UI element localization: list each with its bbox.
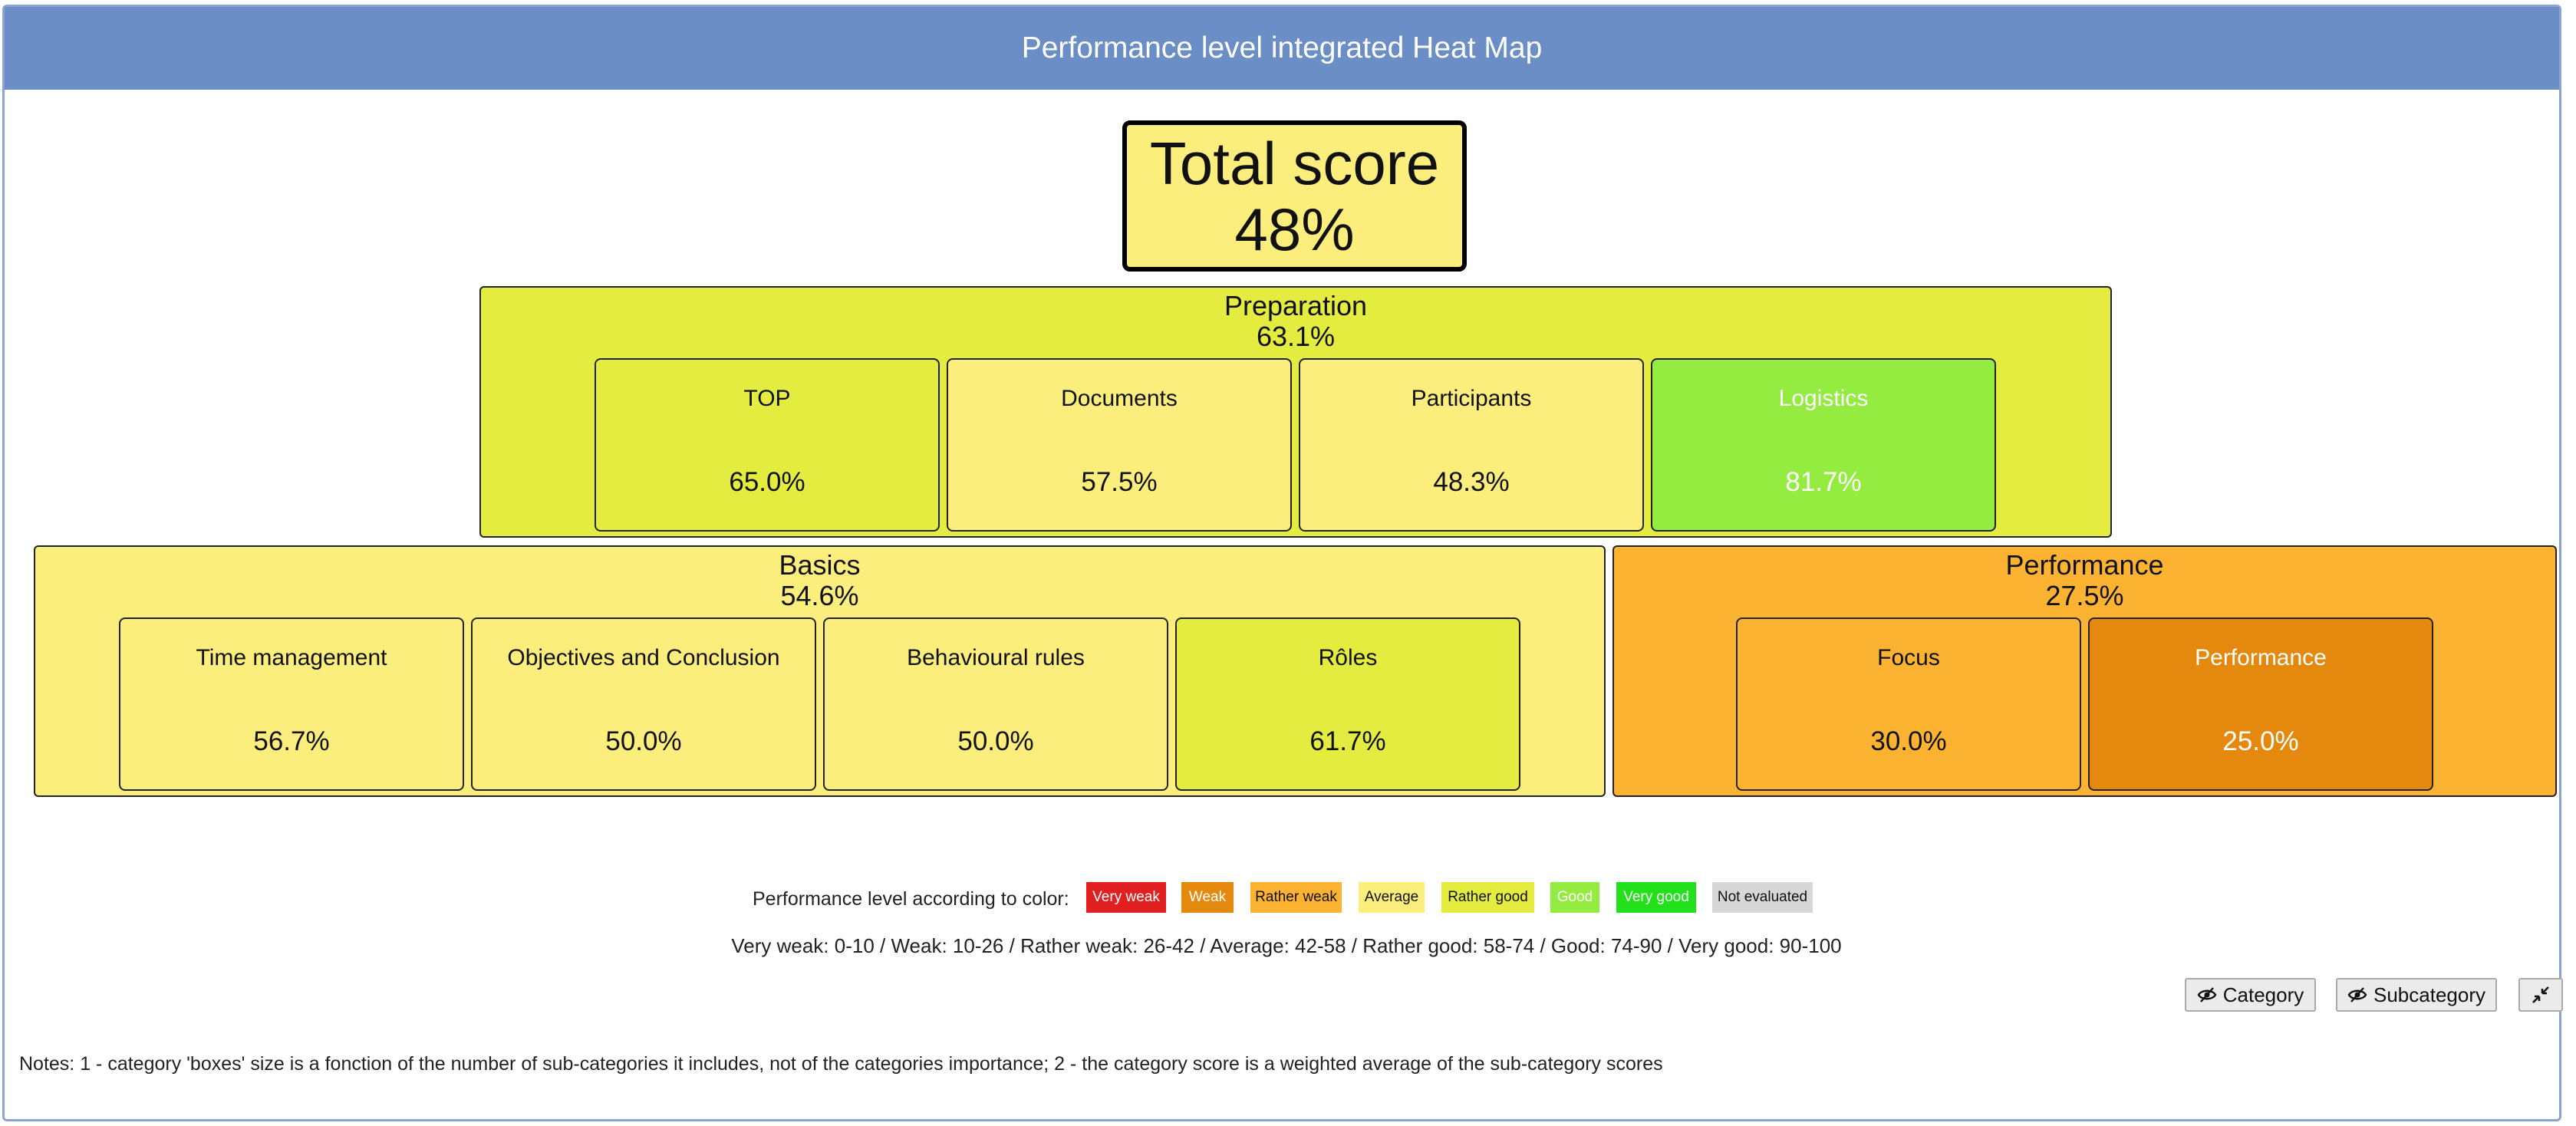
subcategory-score: 30.0% — [1870, 726, 1947, 756]
subcategory-participants[interactable]: Participants 48.3% — [1299, 358, 1644, 532]
toggle-category-label: Category — [2222, 983, 2304, 1006]
color-legend: Performance level according to color: Ve… — [0, 881, 2576, 916]
subcategory-score: 57.5% — [1081, 467, 1158, 497]
subcategory-name: Focus — [1877, 645, 1940, 670]
category-score: 63.1% — [1256, 321, 1336, 352]
category-name: Preparation — [1224, 290, 1368, 321]
category-name: Performance — [2005, 549, 2164, 581]
legend-chip-not-evaluated: Not evaluated — [1712, 882, 1813, 913]
compress-icon — [2532, 986, 2549, 1003]
subcategory-score: 50.0% — [957, 726, 1034, 756]
subcategory-top[interactable]: TOP 65.0% — [595, 358, 940, 532]
subcategory-name: Participants — [1411, 386, 1532, 411]
subcategory-behavioural-rules[interactable]: Behavioural rules 50.0% — [823, 617, 1168, 791]
subcategory-focus[interactable]: Focus 30.0% — [1736, 617, 2081, 791]
subcategory-logistics[interactable]: Logistics 81.7% — [1651, 358, 1996, 532]
subcategory-documents[interactable]: Documents 57.5% — [947, 358, 1292, 532]
toggle-subcategory-button[interactable]: Subcategory — [2336, 978, 2497, 1012]
legend-chip-very-good: Very good — [1616, 882, 1696, 913]
subcategory-roles[interactable]: Rôles 61.7% — [1175, 617, 1520, 791]
subcategory-name: TOP — [743, 386, 791, 411]
total-score-box: Total score 48% — [1122, 120, 1467, 272]
category-score: 54.6% — [780, 580, 859, 611]
legend-chip-good: Good — [1550, 882, 1599, 913]
subcategory-score: 56.7% — [253, 726, 330, 756]
total-score-value: 48% — [1234, 195, 1355, 263]
panel-title: Performance level integrated Heat Map — [1021, 31, 1543, 64]
subcategory-objectives-and-conclusion[interactable]: Objectives and Conclusion 50.0% — [471, 617, 816, 791]
notes-text: Notes: 1 - category 'boxes' size is a fo… — [19, 1053, 1663, 1075]
legend-chip-rather-good: Rather good — [1441, 882, 1534, 913]
total-score-label: Total score — [1149, 129, 1440, 197]
subcategory-name: Performance — [2195, 645, 2327, 670]
legend-ranges-text: Very weak: 0-10 / Weak: 10-26 / Rather w… — [731, 934, 1842, 957]
subcategory-name: Time management — [196, 645, 387, 670]
toggle-category-button[interactable]: Category — [2185, 978, 2316, 1012]
subcategory-score: 65.0% — [729, 467, 805, 497]
legend-chip-rather-weak: Rather weak — [1250, 882, 1342, 913]
collapse-button[interactable] — [2518, 978, 2563, 1012]
subcategory-name: Documents — [1061, 386, 1178, 411]
legend-ranges: Very weak: 0-10 / Weak: 10-26 / Rather w… — [0, 934, 2576, 958]
subcategory-score: 48.3% — [1433, 467, 1510, 497]
toggle-subcategory-label: Subcategory — [2373, 983, 2485, 1006]
legend-chip-weak: Weak — [1181, 882, 1234, 913]
subcategory-name: Logistics — [1778, 386, 1869, 411]
category-name: Basics — [779, 549, 861, 581]
subcategory-name: Behavioural rules — [907, 645, 1085, 670]
legend-chip-very-weak: Very weak — [1086, 882, 1166, 913]
subcategory-name: Rôles — [1318, 645, 1378, 670]
panel-header: Performance level integrated Heat Map — [5, 7, 2559, 90]
legend-label: Performance level according to color: — [753, 888, 1069, 910]
category-score: 27.5% — [2045, 580, 2124, 611]
subcategory-name: Objectives and Conclusion — [507, 645, 780, 670]
subcategory-score: 81.7% — [1785, 467, 1862, 497]
eye-slash-icon — [2347, 987, 2367, 1003]
subcategory-score: 25.0% — [2222, 726, 2299, 756]
subcategory-score: 61.7% — [1309, 726, 1386, 756]
legend-chip-average: Average — [1359, 882, 1425, 913]
eye-slash-icon — [2197, 987, 2217, 1003]
subcategory-performance[interactable]: Performance 25.0% — [2088, 617, 2433, 791]
subcategory-score: 50.0% — [605, 726, 682, 756]
subcategory-time-management[interactable]: Time management 56.7% — [119, 617, 464, 791]
